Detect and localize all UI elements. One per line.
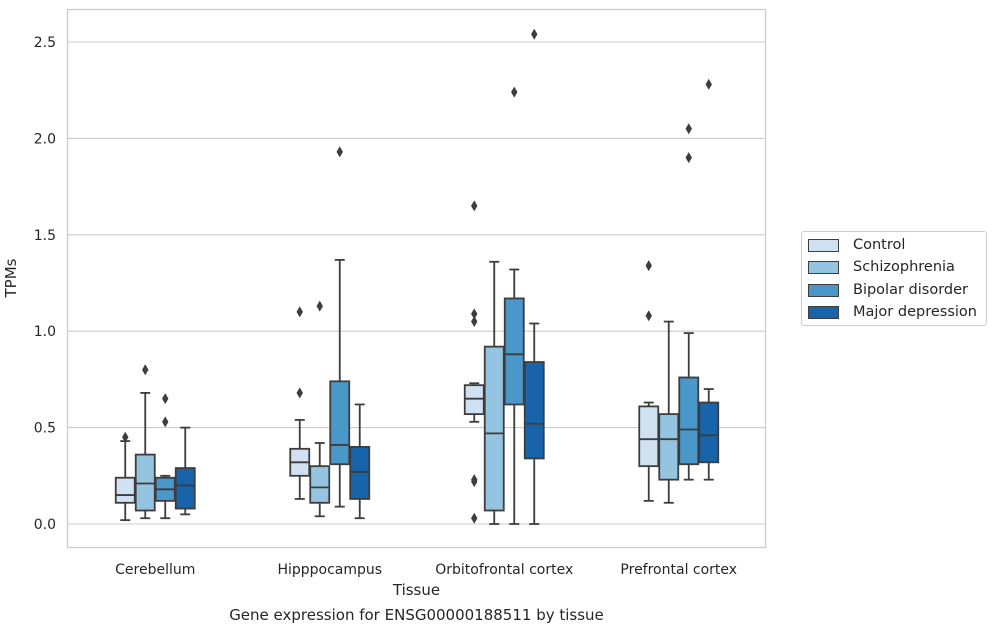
box-body	[678, 376, 700, 466]
legend-item-bipolar-disorder: Bipolar disorder	[808, 280, 968, 300]
y-tick-label-3: 1.5	[34, 228, 56, 244]
outlier-point	[531, 28, 538, 40]
box-body	[698, 401, 720, 464]
y-tick-label-5: 2.5	[34, 35, 56, 51]
outlier-point	[685, 123, 692, 135]
box-1-0	[289, 306, 311, 500]
outlier-point	[471, 308, 478, 320]
legend-swatch-major-depression	[808, 305, 839, 319]
legend-item-control: Control	[808, 235, 905, 255]
box-body	[658, 413, 680, 481]
box-0-3	[174, 426, 196, 516]
legend-label-control: Control	[853, 237, 906, 253]
outlier-point	[296, 387, 303, 399]
box-3-3	[698, 78, 720, 481]
legend: Control Schizophrenia Bipolar disorder M…	[801, 231, 987, 326]
y-tick-label-0: 0.0	[34, 517, 56, 533]
legend-swatch-control	[808, 238, 839, 252]
legend-item-schizophrenia: Schizophrenia	[808, 257, 955, 277]
y-tick-label-2: 1.0	[34, 324, 56, 340]
box-0-2	[154, 393, 176, 520]
x-tick-label-0: Cerebellum	[115, 562, 195, 578]
x-tick-label-3: Prefrontal cortex	[620, 562, 737, 578]
outlier-point	[162, 393, 169, 405]
box-3-2	[678, 123, 700, 481]
outlier-point	[162, 416, 169, 428]
box-1-1	[309, 300, 331, 518]
plot-area-frame	[66, 8, 767, 549]
outlier-point	[645, 260, 652, 272]
legend-item-major-depression: Major depression	[808, 302, 977, 322]
outlier-point	[511, 86, 518, 98]
x-tick-labels: Cerebellum Hipppocampus Orbitofrontal cort…	[115, 562, 737, 578]
legend-label-bipolar-disorder: Bipolar disorder	[853, 282, 968, 298]
box-2-1	[483, 260, 505, 525]
legend-swatch-schizophrenia	[808, 260, 839, 274]
x-axis-label: Tissue	[392, 581, 440, 599]
outlier-point	[471, 474, 478, 486]
outlier-point	[471, 200, 478, 212]
y-tick-label-4: 2.0	[34, 131, 56, 147]
box-0-1	[134, 364, 156, 520]
outlier-point	[705, 78, 712, 90]
box-body	[503, 297, 525, 406]
box-3-0	[638, 260, 660, 502]
y-tick-label-1: 0.5	[34, 421, 56, 437]
box-1-2	[329, 146, 351, 508]
box-body	[309, 465, 331, 504]
y-tick-labels: 0.0 0.5 1.0 1.5 2.0 2.5	[34, 35, 56, 533]
outlier-point	[296, 306, 303, 318]
outlier-point	[142, 364, 149, 376]
x-tick-label-1: Hipppocampus	[277, 562, 382, 578]
box-body	[134, 453, 156, 512]
outlier-point	[471, 512, 478, 524]
outlier-point	[685, 152, 692, 164]
outlier-point	[471, 316, 478, 328]
y-axis-label: TPMs	[2, 258, 20, 298]
box-2-2	[503, 86, 525, 525]
outlier-point	[336, 146, 343, 158]
box-body	[523, 361, 545, 460]
boxes	[114, 28, 720, 525]
box-1-3	[349, 403, 371, 520]
legend-label-schizophrenia: Schizophrenia	[853, 259, 955, 275]
outlier-point	[122, 431, 129, 443]
legend-label-major-depression: Major depression	[853, 304, 977, 320]
box-2-3	[523, 28, 545, 525]
box-body	[114, 476, 136, 504]
outlier-point	[316, 300, 323, 312]
box-0-0	[114, 431, 136, 522]
outlier-point	[645, 310, 652, 322]
box-body	[349, 445, 371, 500]
box-body	[174, 467, 196, 510]
box-body	[638, 405, 660, 468]
figure-caption: Gene expression for ENSG00000188511 by t…	[229, 606, 604, 624]
legend-swatch-bipolar-disorder	[808, 283, 839, 297]
box-body	[329, 380, 351, 466]
box-3-1	[658, 320, 680, 504]
box-2-0	[463, 200, 485, 524]
box-body	[463, 384, 485, 416]
box-body	[483, 345, 505, 512]
x-tick-label-2: Orbitofrontal cortex	[435, 562, 573, 578]
